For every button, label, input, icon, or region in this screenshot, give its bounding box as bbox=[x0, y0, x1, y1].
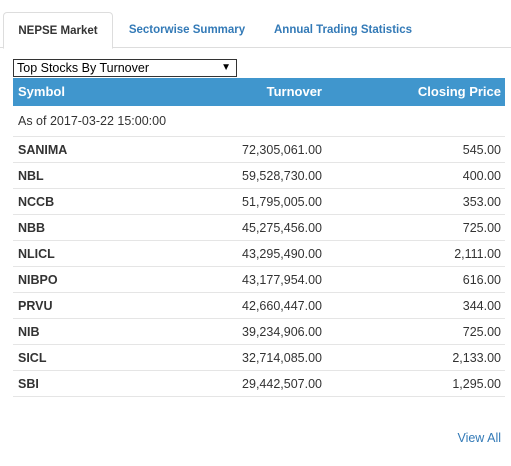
cell-closing-price: 2,133.00 bbox=[452, 351, 501, 365]
header-turnover: Turnover bbox=[266, 84, 322, 99]
tab-annual-trading-statistics[interactable]: Annual Trading Statistics bbox=[273, 24, 413, 36]
tab-bar: NEPSE Market Sectorwise Summary Annual T… bbox=[0, 0, 511, 49]
cell-turnover: 29,442,507.00 bbox=[242, 377, 322, 391]
cell-closing-price: 2,111.00 bbox=[454, 247, 501, 261]
table-row: NBB 45,275,456.00 725.00 bbox=[13, 215, 505, 241]
table-row: SANIMA 72,305,061.00 545.00 bbox=[13, 137, 505, 163]
table-row: SICL 32,714,085.00 2,133.00 bbox=[13, 345, 505, 371]
cell-symbol: NBL bbox=[18, 169, 44, 183]
cell-symbol: PRVU bbox=[18, 299, 53, 313]
cell-turnover: 51,795,005.00 bbox=[242, 195, 322, 209]
cell-symbol: NLICL bbox=[18, 247, 55, 261]
cell-symbol: NCCB bbox=[18, 195, 55, 209]
table-row: NCCB 51,795,005.00 353.00 bbox=[13, 189, 505, 215]
cell-closing-price: 1,295.00 bbox=[452, 377, 501, 391]
table-row: NBL 59,528,730.00 400.00 bbox=[13, 163, 505, 189]
header-symbol: Symbol bbox=[18, 84, 65, 99]
cell-symbol: NBB bbox=[18, 221, 46, 235]
cell-symbol: SBI bbox=[18, 377, 39, 391]
table-row: PRVU 42,660,447.00 344.00 bbox=[13, 293, 505, 319]
cell-closing-price: 545.00 bbox=[462, 143, 501, 157]
table-row: NIBPO 43,177,954.00 616.00 bbox=[13, 267, 505, 293]
top-stocks-table: Symbol Turnover Closing Price As of 2017… bbox=[13, 78, 505, 397]
cell-closing-price: 344.00 bbox=[462, 299, 501, 313]
table-header: Symbol Turnover Closing Price bbox=[13, 78, 505, 106]
as-of-timestamp: As of 2017-03-22 15:00:00 bbox=[13, 106, 505, 137]
cell-symbol: NIB bbox=[18, 325, 40, 339]
tab-sectorwise-summary[interactable]: Sectorwise Summary bbox=[128, 24, 246, 36]
tab-nepse-market[interactable]: NEPSE Market bbox=[3, 12, 113, 49]
cell-turnover: 39,234,906.00 bbox=[242, 325, 322, 339]
cell-turnover: 42,660,447.00 bbox=[242, 299, 322, 313]
cell-turnover: 32,714,085.00 bbox=[242, 351, 322, 365]
cell-closing-price: 400.00 bbox=[462, 169, 501, 183]
cell-closing-price: 353.00 bbox=[462, 195, 501, 209]
cell-symbol: SICL bbox=[18, 351, 47, 365]
view-all-link[interactable]: View All bbox=[457, 431, 501, 445]
cell-turnover: 43,177,954.00 bbox=[242, 273, 322, 287]
cell-turnover: 45,275,456.00 bbox=[242, 221, 322, 235]
table-row: NLICL 43,295,490.00 2,111.00 bbox=[13, 241, 505, 267]
table-row: SBI 29,442,507.00 1,295.00 bbox=[13, 371, 505, 397]
header-closing-price: Closing Price bbox=[417, 84, 501, 99]
dropdown-arrow-icon: ▼ bbox=[221, 62, 231, 73]
cell-symbol: NIBPO bbox=[18, 273, 58, 287]
cell-closing-price: 725.00 bbox=[462, 221, 501, 235]
table-row: NIB 39,234,906.00 725.00 bbox=[13, 319, 505, 345]
cell-closing-price: 725.00 bbox=[462, 325, 501, 339]
stock-category-dropdown[interactable]: Top Stocks By Turnover ▼ bbox=[13, 59, 237, 77]
cell-turnover: 59,528,730.00 bbox=[242, 169, 322, 183]
cell-turnover: 72,305,061.00 bbox=[242, 143, 322, 157]
cell-symbol: SANIMA bbox=[18, 143, 68, 157]
cell-turnover: 43,295,490.00 bbox=[242, 247, 322, 261]
dropdown-selected-value: Top Stocks By Turnover bbox=[17, 61, 150, 75]
cell-closing-price: 616.00 bbox=[462, 273, 501, 287]
table-body: SANIMA 72,305,061.00 545.00 NBL 59,528,730.0… bbox=[13, 137, 505, 397]
